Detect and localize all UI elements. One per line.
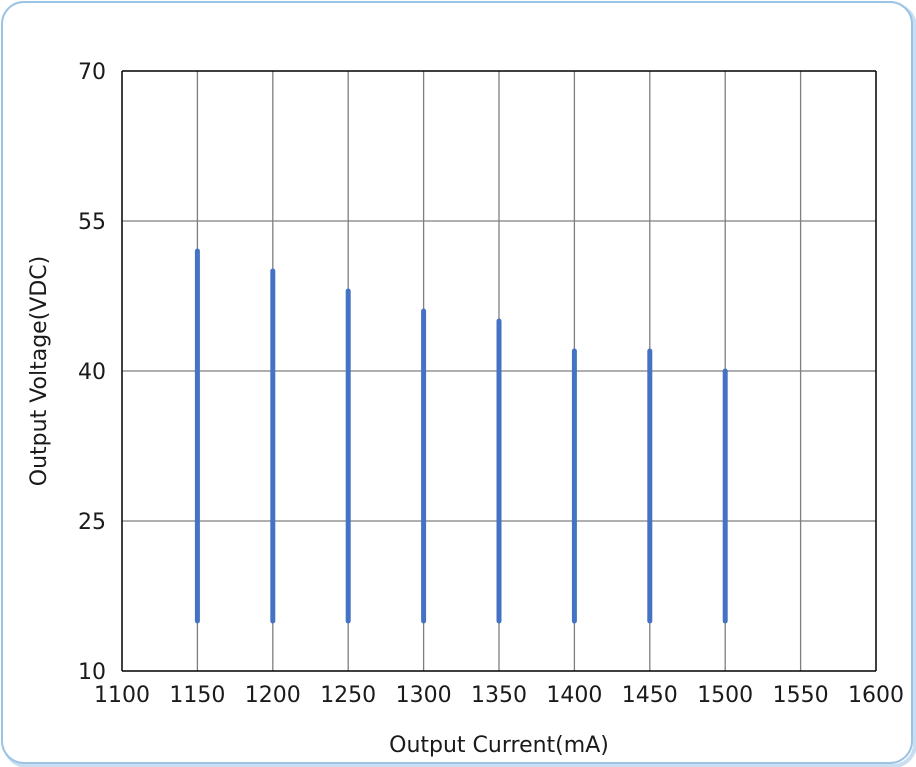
x-tick-label: 1500	[697, 683, 753, 708]
y-tick-label: 55	[78, 210, 106, 235]
x-tick-label: 1200	[245, 683, 301, 708]
x-tick-label: 1550	[773, 683, 829, 708]
x-tick-label: 1400	[546, 683, 602, 708]
x-tick-labels: 1100 1150 1200 1250 1300 1350 1400 1450 1500 1550…	[94, 683, 904, 708]
x-tick-label: 1300	[396, 683, 452, 708]
x-tick-label: 1250	[320, 683, 376, 708]
y-tick-label: 40	[78, 360, 106, 385]
y-axis-title: Output Voltage(VDC)	[27, 256, 52, 486]
x-tick-label: 1350	[471, 683, 527, 708]
y-tick-label: 25	[78, 510, 106, 535]
x-tick-label: 1600	[848, 683, 904, 708]
x-tick-label: 1450	[622, 683, 678, 708]
y-tick-label: 10	[78, 660, 106, 685]
bars	[194, 248, 728, 624]
x-tick-label: 1100	[94, 683, 150, 708]
x-tick-label: 1150	[169, 683, 225, 708]
y-tick-labels: 10 25 40 55 70	[78, 60, 106, 685]
x-axis-title: Output Current(mA)	[389, 733, 609, 758]
axes	[121, 70, 877, 672]
y-tick-label: 70	[78, 60, 106, 85]
